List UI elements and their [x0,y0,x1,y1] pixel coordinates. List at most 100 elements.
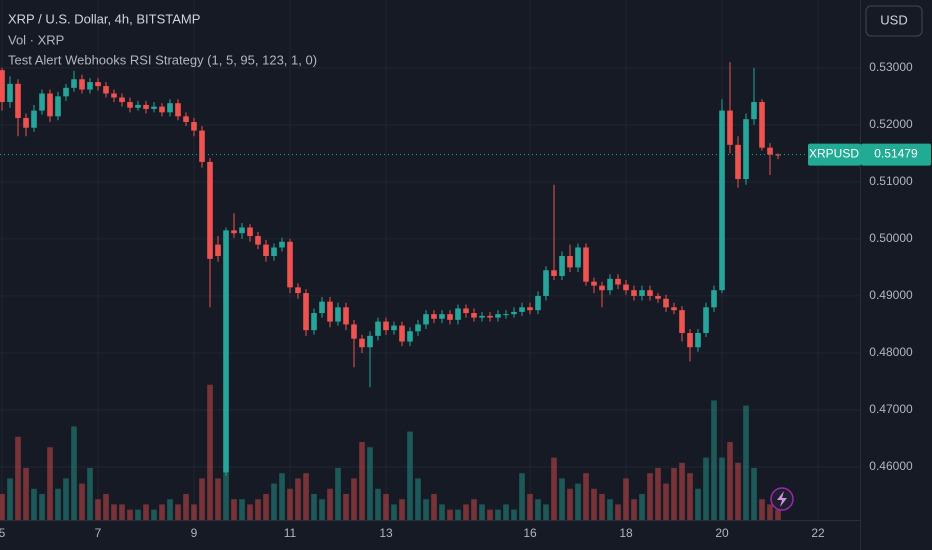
candle-body [31,110,37,128]
volume-bar [263,494,269,520]
volume-bar [431,494,437,520]
symbol-tag: XRPUSD [809,147,859,161]
candle-body [255,236,261,245]
volume-legend: Vol · XRP [8,32,64,47]
volume-bar [407,431,413,520]
volume-bar [311,494,317,520]
candle-body [47,93,53,117]
volume-bar [215,478,221,520]
candle-body [431,314,437,319]
candle-body [127,102,133,108]
currency-button[interactable] [865,5,923,37]
candle-body [743,119,749,180]
candle-body [151,106,157,109]
volume-bar [95,499,101,520]
candle-body [631,290,637,296]
volume-bar [71,426,77,520]
alert-icon-bolt [777,491,787,507]
volume-bar [247,504,253,520]
candle-body [471,313,477,318]
candle-body [583,247,589,282]
candle-body [7,83,13,103]
last-price-tag-bg [861,143,931,166]
candle-body [279,241,285,248]
volume-bar [551,457,557,520]
candle-body [119,97,125,103]
candle-body [735,144,741,180]
volume-bar [463,504,469,520]
volume-bar [647,473,653,520]
volume-bar [319,499,325,520]
volume-bar [487,509,493,520]
candle-body [479,315,485,318]
candle-body [415,324,421,332]
candle-body [143,104,149,109]
volume-bar [623,478,629,520]
volume-bar [103,494,109,520]
volume-bar [695,488,701,520]
candle-body [247,227,253,237]
candle-body [55,96,61,117]
volume-bar [615,504,621,520]
volume-bar [639,494,645,520]
candle-body [615,278,621,285]
volume-bar [575,483,581,520]
candle-body [687,332,693,348]
volume-bar [391,504,397,520]
volume-bar [583,473,589,520]
volume-bar [39,494,45,520]
candle-body [607,278,613,291]
volume-bar [567,488,573,520]
currency-label[interactable]: USD [880,12,907,27]
volume-bar [63,478,69,520]
x-tick-label: 22 [811,526,825,540]
volume-bar [663,483,669,520]
volume-bar [599,494,605,520]
grid: 0.46000 0.47000 0.48000 0.49000 0.50000 0.510… [0,0,913,550]
candle-body [231,230,237,234]
candle-body [727,110,733,145]
volume-bar [479,504,485,520]
candle-body [535,295,541,311]
y-tick-label: 0.49000 [869,288,913,302]
overlay: XRP / U.S. Dollar, 4h, BITSTAMP Vol · XR… [0,5,931,511]
volume-bar [167,499,173,520]
volume-bar [367,447,373,520]
volume-bar [423,499,429,520]
candle-body [543,270,549,296]
candle-body [15,83,21,119]
candle-body [463,308,469,314]
candle-body [647,290,653,296]
candle-body [559,256,565,276]
candle-body [775,154,781,156]
candle-body [375,321,381,336]
last-price-label: 0.51479 [874,147,918,161]
volume-bar [111,504,117,520]
x-tick-label: 5 [0,526,6,540]
volume-bar [31,488,37,520]
volume-bar [375,488,381,520]
candle-body [79,79,85,90]
x-tick-label: 16 [523,526,537,540]
volume-layer [0,384,781,520]
candle-body [383,321,389,331]
candle-body [295,287,301,294]
candle-body [399,325,405,342]
candle-body [0,70,5,103]
volume-bar [687,473,693,520]
volume-bar [519,473,525,520]
volume-bar [559,478,565,520]
volume-bar [591,488,597,520]
volume-bar [191,504,197,520]
candle-body [695,332,701,348]
candle-body [63,87,69,97]
volume-bar [775,509,781,520]
volume-bar [183,494,189,520]
volume-bar [143,504,149,520]
volume-bar [295,478,301,520]
candle-body [95,82,101,87]
candle-body [367,335,373,348]
volume-bar [343,494,349,520]
candle-body [495,314,501,318]
